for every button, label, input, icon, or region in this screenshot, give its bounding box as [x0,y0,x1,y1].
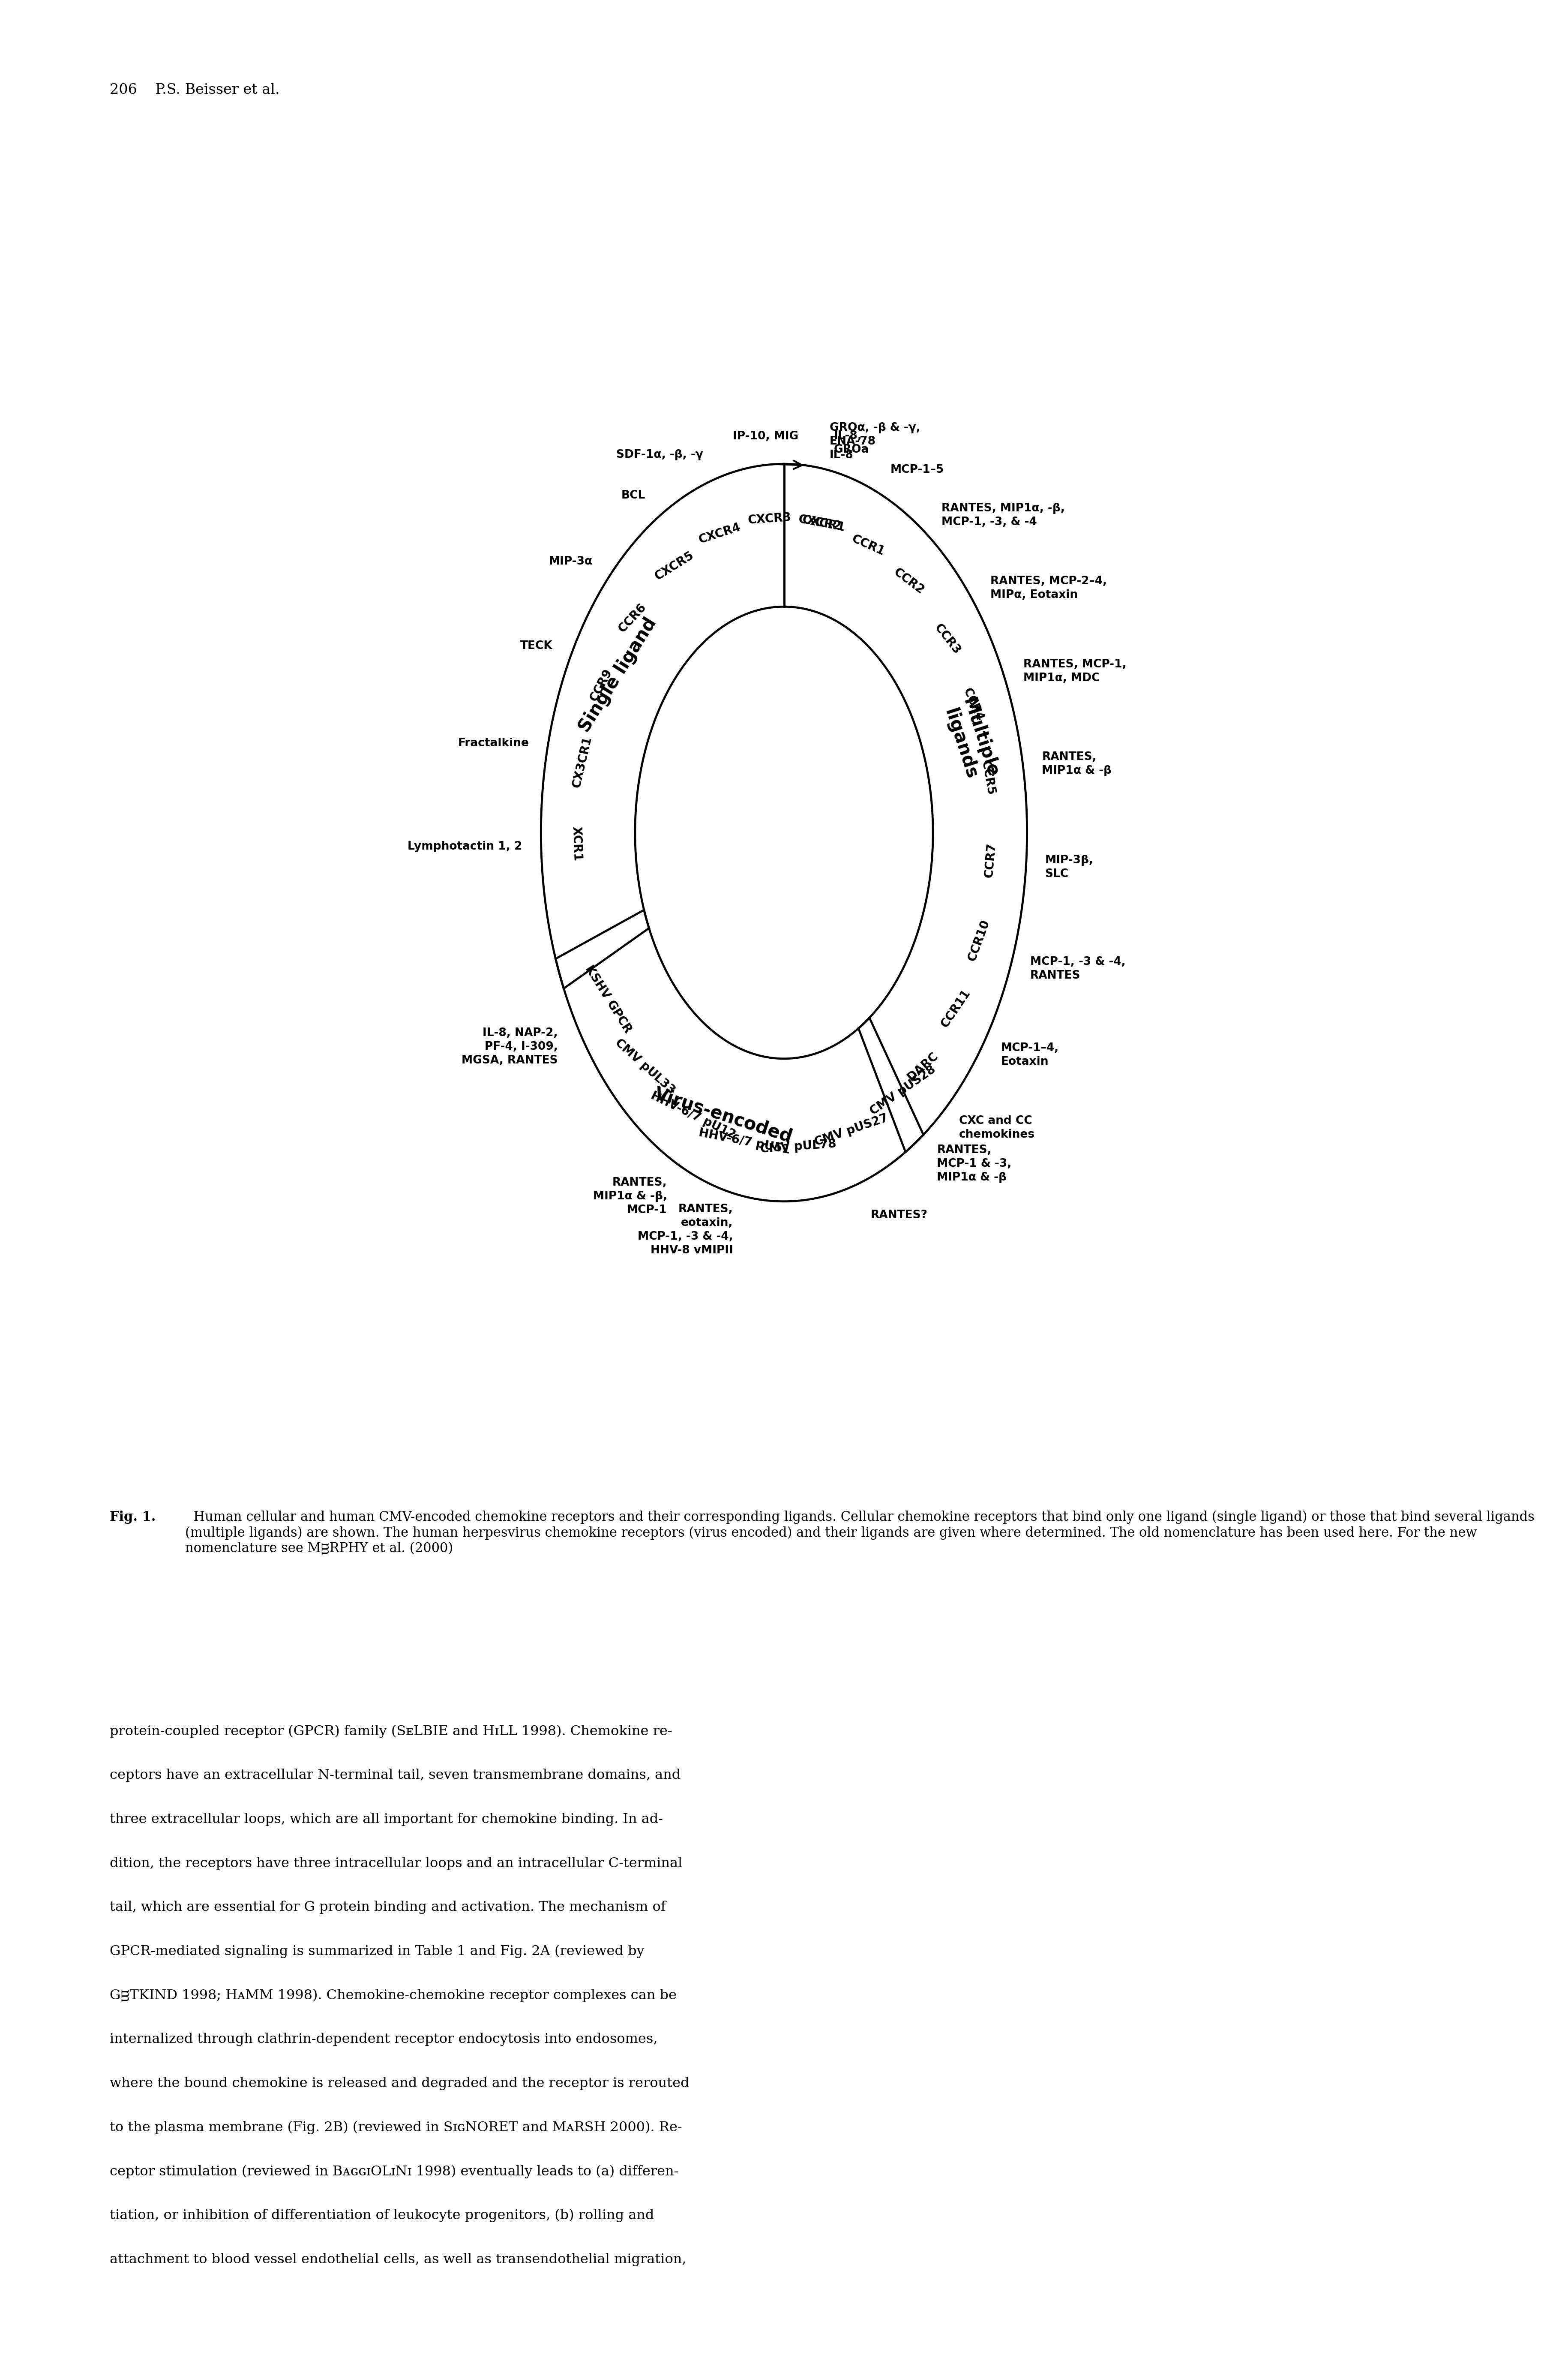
Text: RANTES, MCP-1,
MIP1α, MDC: RANTES, MCP-1, MIP1α, MDC [1024,659,1126,683]
Text: MIP-3β,
SLC: MIP-3β, SLC [1044,854,1093,880]
Text: DARC: DARC [905,1049,941,1082]
Text: IL-8,
GROa: IL-8, GROa [834,431,869,454]
Text: XCR1: XCR1 [571,826,583,861]
Text: BCL: BCL [621,490,646,502]
Text: tiation, or inhibition of differentiation of leukocyte progenitors, (b) rolling : tiation, or inhibition of differentiatio… [110,2208,654,2222]
Text: IL-8, NAP-2,
PF-4, I-309,
MGSA, RANTES: IL-8, NAP-2, PF-4, I-309, MGSA, RANTES [461,1028,558,1066]
Text: CCR5: CCR5 [978,759,997,797]
Text: internalized through clathrin-dependent receptor endocytosis into endosomes,: internalized through clathrin-dependent … [110,2032,657,2046]
Text: RANTES, MIP1α, -β,
MCP-1, -3, & -4: RANTES, MIP1α, -β, MCP-1, -3, & -4 [942,502,1065,528]
Text: CXCR2: CXCR2 [798,514,842,533]
Text: CXC and CC
chemokines: CXC and CC chemokines [960,1116,1035,1140]
Text: GᴟTKIND 1998; HᴀMM 1998). Chemokine-chemokine receptor complexes can be: GᴟTKIND 1998; HᴀMM 1998). Chemokine-chem… [110,1989,677,2003]
Text: CCR10: CCR10 [966,918,993,963]
Text: KSHV GPCR: KSHV GPCR [583,963,633,1035]
Text: three extracellular loops, which are all important for chemokine binding. In ad-: three extracellular loops, which are all… [110,1813,663,1827]
Text: Multiple
ligands: Multiple ligands [939,695,1002,785]
Text: GROα, -β & -γ,
ENA-78
IL-8: GROα, -β & -γ, ENA-78 IL-8 [829,421,920,462]
Text: RANTES,
MIP1α & -β: RANTES, MIP1α & -β [1041,752,1112,776]
Text: tail, which are essential for G protein binding and activation. The mechanism of: tail, which are essential for G protein … [110,1901,666,1915]
Text: CMV pUS28: CMV pUS28 [867,1063,938,1118]
Text: CMV pUS27: CMV pUS27 [814,1111,891,1149]
Text: CXCR5: CXCR5 [652,550,696,583]
Text: CCR9: CCR9 [588,666,615,704]
Text: TECK: TECK [521,640,554,652]
Text: protein-coupled receptor (GPCR) family (SᴇLBIE and HɪLL 1998). Chemokine re-: protein-coupled receptor (GPCR) family (… [110,1725,673,1739]
Text: MIP-3α: MIP-3α [549,557,593,566]
Text: Single ligand: Single ligand [575,614,660,735]
Text: Fractalkine: Fractalkine [458,737,528,749]
Text: MCP-1–5: MCP-1–5 [891,464,944,476]
Text: SDF-1α, -β, -γ: SDF-1α, -β, -γ [616,450,702,462]
Text: RANTES,
MIP1α & -β,
MCP-1: RANTES, MIP1α & -β, MCP-1 [593,1178,666,1216]
Text: Human cellular and human CMV-encoded chemokine receptors and their corresponding: Human cellular and human CMV-encoded che… [185,1511,1535,1556]
Text: GPCR-mediated signaling is summarized in Table 1 and Fig. 2A (reviewed by: GPCR-mediated signaling is summarized in… [110,1946,644,1958]
Text: IP-10, MIG: IP-10, MIG [732,431,798,442]
Text: HHV-6/7 pU12: HHV-6/7 pU12 [649,1090,737,1142]
Text: CCR11: CCR11 [939,987,972,1030]
Text: ceptors have an extracellular N-terminal tail, seven transmembrane domains, and: ceptors have an extracellular N-terminal… [110,1770,681,1782]
Text: where the bound chemokine is released and degraded and the receptor is rerouted: where the bound chemokine is released an… [110,2077,690,2091]
Text: CCR7: CCR7 [983,842,997,878]
Text: RANTES, MCP-2–4,
MIPα, Eotaxin: RANTES, MCP-2–4, MIPα, Eotaxin [991,576,1107,600]
Text: Fig. 1.: Fig. 1. [110,1511,155,1525]
Text: attachment to blood vessel endothelial cells, as well as transendothelial migrat: attachment to blood vessel endothelial c… [110,2253,687,2267]
Text: MCP-1–4,
Eotaxin: MCP-1–4, Eotaxin [1000,1042,1058,1068]
Text: dition, the receptors have three intracellular loops and an intracellular C-term: dition, the receptors have three intrace… [110,1856,682,1870]
Text: CXCR4: CXCR4 [698,521,743,547]
Text: ceptor stimulation (reviewed in BᴀɢɢɪOLɪNɪ 1998) eventually leads to (a) differe: ceptor stimulation (reviewed in BᴀɢɢɪOLɪ… [110,2165,679,2179]
Text: HHV-6/7 pU51: HHV-6/7 pU51 [698,1128,792,1156]
Text: RANTES,
MCP-1 & -3,
MIP1α & -β: RANTES, MCP-1 & -3, MIP1α & -β [938,1144,1011,1182]
Text: RANTES?: RANTES? [870,1209,928,1220]
Text: CXCR1: CXCR1 [801,514,847,533]
Text: CMV pUL33: CMV pUL33 [613,1037,677,1097]
Text: CX3CR1: CX3CR1 [571,735,594,790]
Text: Virus-encoded: Virus-encoded [652,1085,795,1147]
Text: CCR1: CCR1 [850,533,886,559]
Text: CMV pUL78: CMV pUL78 [760,1137,837,1156]
Text: RANTES,
eotaxin,
MCP-1, -3 & -4,
HHV-8 vMIPII: RANTES, eotaxin, MCP-1, -3 & -4, HHV-8 v… [638,1204,734,1256]
Text: CXCR3: CXCR3 [748,511,792,526]
Text: CCR6: CCR6 [616,602,649,635]
Text: MCP-1, -3 & -4,
RANTES: MCP-1, -3 & -4, RANTES [1030,956,1126,980]
Text: Lymphotactin 1, 2: Lymphotactin 1, 2 [408,840,522,852]
Text: CCR3: CCR3 [931,621,963,657]
Text: 206    P.S. Beisser et al.: 206 P.S. Beisser et al. [110,83,279,98]
Text: CCR2: CCR2 [891,566,927,597]
Text: CCR4: CCR4 [961,685,986,723]
Text: to the plasma membrane (Fig. 2B) (reviewed in SɪɢNORET and MᴀRSH 2000). Re-: to the plasma membrane (Fig. 2B) (review… [110,2122,682,2134]
